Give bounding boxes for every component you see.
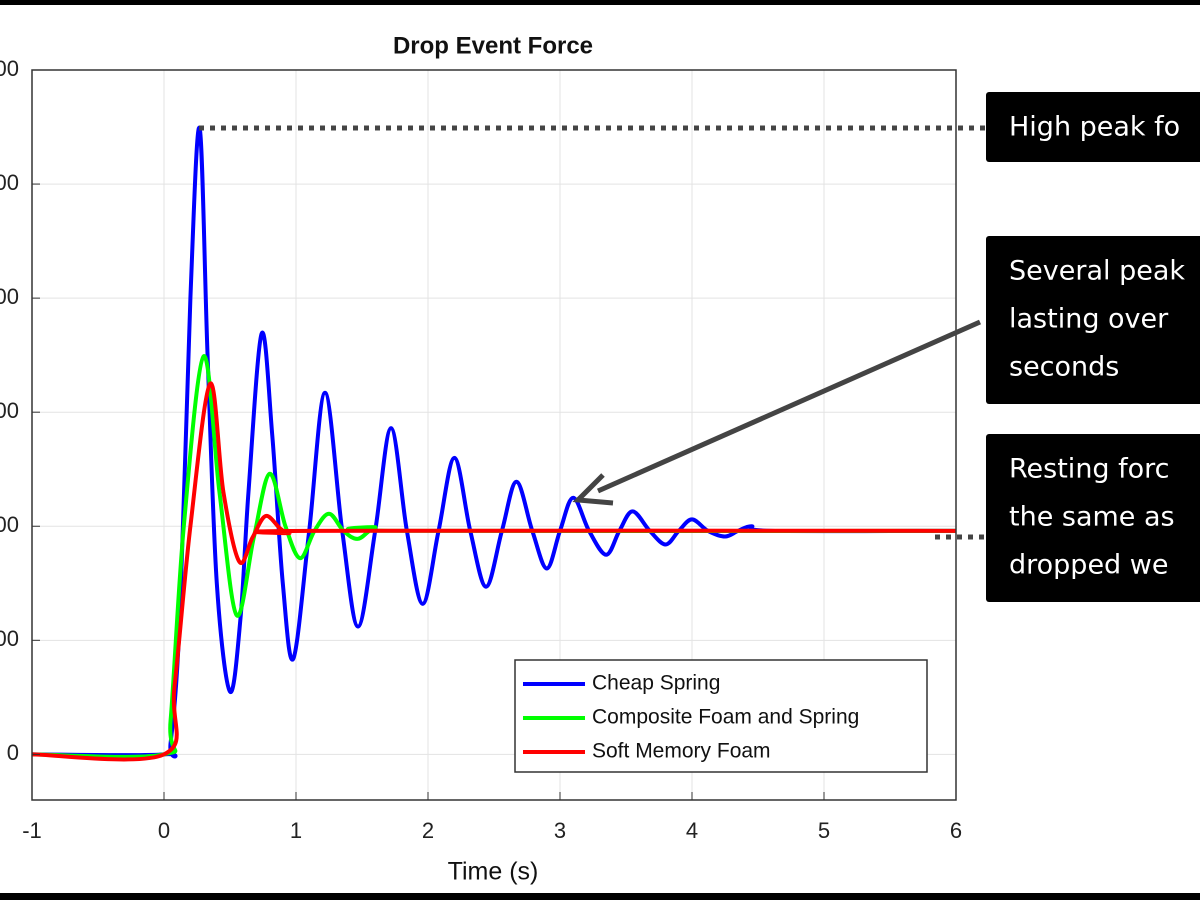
x-tick-label: 1 <box>290 818 302 843</box>
annotations: High peak fo Several peak lasting over seco… <box>986 92 1200 602</box>
arrow-head <box>572 473 614 506</box>
annotation-box <box>986 434 1200 602</box>
annotation-text: Resting forc <box>1009 454 1170 485</box>
legend-label: Soft Memory Foam <box>592 740 771 763</box>
y-tick-label: 200 <box>0 512 19 537</box>
x-tick-label: -1 <box>22 818 42 843</box>
y-tick-label: 500 <box>0 170 19 195</box>
y-tick-label: 100 <box>0 626 19 651</box>
legend-label: Cheap Spring <box>592 672 720 695</box>
y-tick-label: 600 <box>0 56 19 81</box>
axes-box <box>31 69 957 801</box>
chart-title: Drop Event Force <box>393 32 593 59</box>
x-tick-label: 4 <box>686 818 698 843</box>
x-tick-label: 3 <box>554 818 566 843</box>
series-line <box>31 354 957 759</box>
series-line <box>31 381 957 762</box>
annotation-text: High peak fo <box>1009 112 1180 143</box>
legend-label: Composite Foam and Spring <box>592 706 859 729</box>
x-tick-label: 5 <box>818 818 830 843</box>
x-axis-label: Time (s) <box>448 858 539 886</box>
annotation-text: lasting over <box>1009 304 1169 335</box>
annotation-text: dropped we <box>1009 550 1168 581</box>
x-tick-label: 0 <box>158 818 170 843</box>
x-tick-label: 6 <box>950 818 962 843</box>
annotation-text: the same as <box>1009 502 1175 533</box>
y-tick-label: 0 <box>7 740 19 765</box>
annotation-text: Several peak <box>1009 256 1185 287</box>
y-tick-label: 300 <box>0 398 19 423</box>
annotation-box <box>986 236 1200 404</box>
ticks: -1 0 1 2 3 4 5 6 0 100 200 300 400 500 600 <box>0 56 962 843</box>
legend: Cheap Spring Composite Foam and Spring Sof… <box>514 659 928 773</box>
annotation-text: seconds <box>1009 352 1119 383</box>
bottom-bar <box>0 893 1200 900</box>
y-tick-label: 400 <box>0 284 19 309</box>
arrow-shaft <box>596 319 982 494</box>
lines <box>31 125 957 762</box>
x-tick-label: 2 <box>422 818 434 843</box>
series-line <box>31 125 957 759</box>
top-bar <box>0 0 1200 5</box>
annotation-box <box>986 92 1200 162</box>
